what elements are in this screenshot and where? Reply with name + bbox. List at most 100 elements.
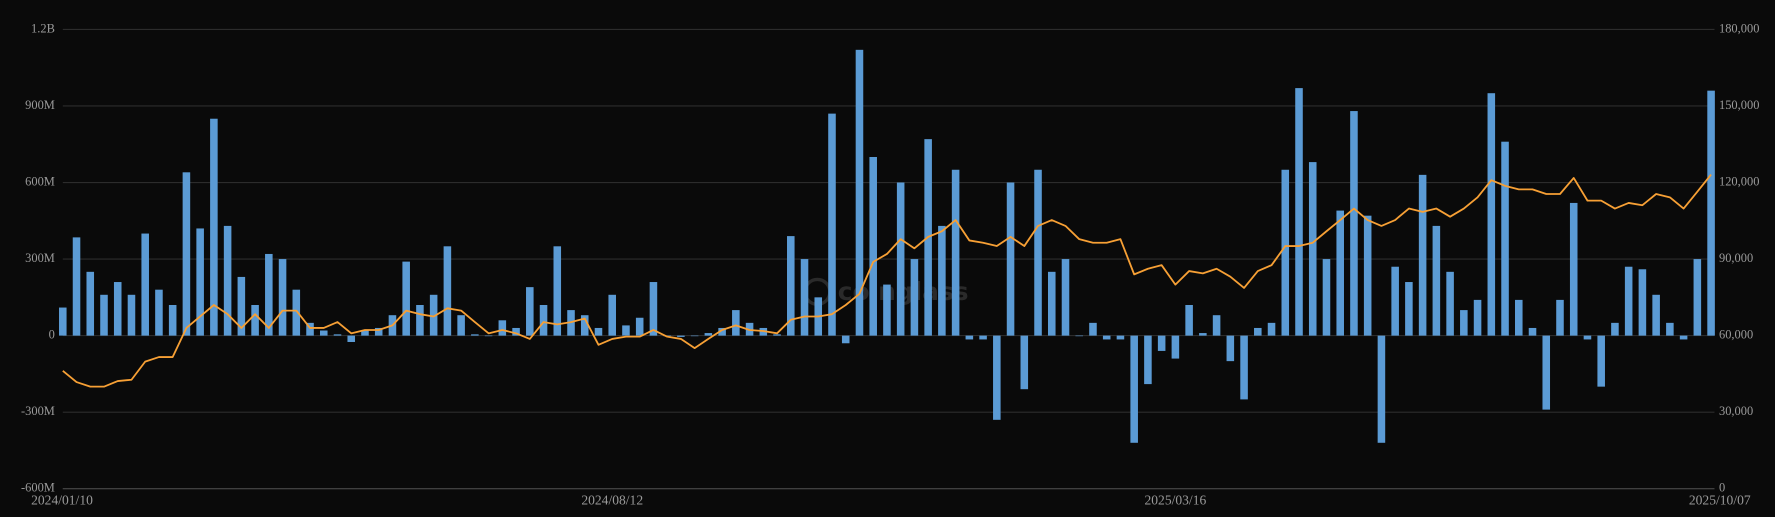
y-tick-label: -300M [21,404,55,418]
y-tick-label: 1.2B [31,21,55,35]
y-tick-label: 600M [25,174,55,188]
bar [539,304,548,336]
bar [182,172,191,336]
y2-tick-label: 60,000 [1719,327,1753,341]
bar [1267,322,1276,336]
bar [1707,90,1715,336]
y2-tick-label: 30,000 [1719,404,1753,418]
bar [168,304,177,336]
bar [251,304,259,336]
bar [1061,259,1070,336]
bar [1446,271,1454,336]
x-tick-label: 2024/08/12 [581,492,643,507]
bar [1542,335,1551,410]
bar [1116,335,1125,340]
bar [993,335,1001,420]
bar [1693,259,1702,336]
bar [278,259,287,336]
bar [333,334,342,336]
bar [1185,304,1193,336]
bar [553,246,562,336]
bar [526,287,534,336]
bar [979,335,987,340]
bar [1226,335,1235,362]
bar [951,169,960,336]
bar [59,307,67,336]
bar [800,259,809,336]
bar [1515,299,1523,336]
bar [361,330,369,336]
bar [1089,322,1097,336]
bar [1418,174,1427,336]
bar [1212,315,1221,336]
y2-tick-label: 0 [1719,481,1725,495]
bar [292,289,301,336]
price-line [62,174,1712,388]
bar [869,156,877,336]
bar [484,335,493,337]
bar [237,276,246,336]
bar [113,282,122,336]
bar [1611,322,1619,336]
bar [1047,271,1056,336]
bar [718,327,726,336]
bar [1487,93,1496,336]
bar [1432,225,1441,336]
bar [690,335,699,337]
bar [1679,335,1688,340]
bar [622,325,630,336]
bar [1391,266,1399,336]
bar [429,294,438,336]
bar [100,294,108,336]
bar [86,271,95,336]
bar [196,228,204,336]
bar [457,315,465,336]
y2-tick-label: 180,000 [1719,21,1759,35]
bar [1308,162,1317,336]
bar [841,335,850,344]
bar [374,327,383,336]
bar [443,246,452,336]
bar [127,294,136,336]
bar [1102,335,1111,340]
bar [1624,266,1633,336]
y2-tick-label: 90,000 [1719,251,1753,265]
x-tick-label: 2025/03/16 [1144,492,1206,507]
bar [155,289,163,336]
bar [938,225,946,336]
bar [1528,327,1537,336]
bar [704,333,713,336]
bar [1652,294,1660,336]
x-tick-label: 2025/10/07 [1689,492,1751,507]
bar [1240,335,1248,400]
x-tick-label: 2024/01/10 [31,492,93,507]
y2-tick-label: 120,000 [1719,174,1759,188]
bar [773,334,781,336]
bar [1075,335,1084,337]
bar [347,335,356,342]
bar [1281,169,1290,336]
bar [1405,282,1413,336]
bar [883,284,891,336]
bar [1377,335,1386,443]
bar [1130,335,1138,443]
bar [910,259,919,336]
bar [649,282,658,336]
bar [677,335,685,337]
bar [1556,299,1564,336]
y-tick-label: 900M [25,98,55,112]
bar [1322,259,1331,336]
bar [965,335,974,340]
bar [594,327,603,336]
bar [1501,141,1509,336]
bar [141,233,149,336]
bar [787,236,795,336]
y2-tick-label: 150,000 [1719,98,1759,112]
bar [828,113,836,336]
bar [1666,322,1674,336]
bar [1020,335,1029,390]
bar [855,49,864,336]
bar [319,330,328,336]
bar [635,317,644,336]
